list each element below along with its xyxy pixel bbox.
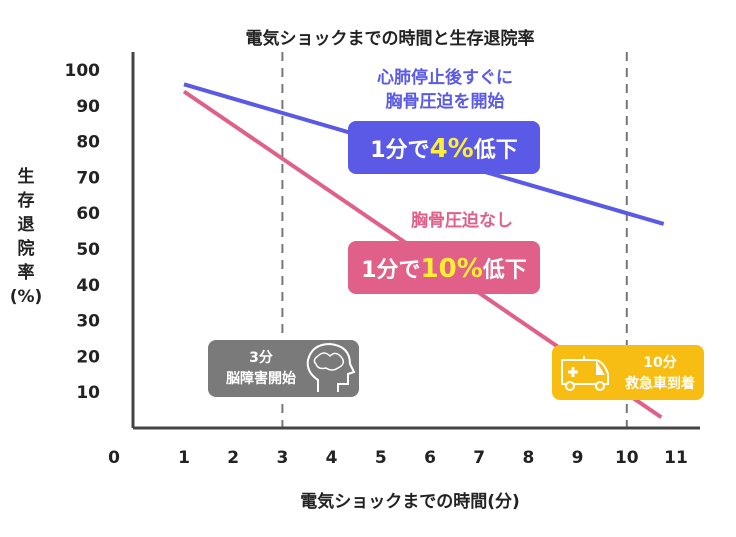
y-tick-label: 70 [76,168,100,188]
x-tick-label: 10 [615,448,639,468]
x-tick-label: 7 [473,448,485,468]
x-tick-label: 5 [375,448,387,468]
y-tick-label: 80 [76,133,100,153]
blue-rate-text: 1分で4%低下 [370,134,517,164]
x-tick-label: 8 [522,448,534,468]
brain-box-line1: 3分 [249,350,273,366]
blue-caption-line2: 胸骨圧迫を開始 [386,91,505,112]
y-tick-label: 20 [76,347,100,367]
y-tick-label: 40 [76,276,100,296]
y-tick-label: 100 [65,61,101,81]
x-tick-label: 9 [572,448,584,468]
y-axis-label-char: 院 [18,238,35,259]
brain-icon [306,342,356,392]
y-tick-label: 10 [76,383,100,403]
x-tick-label: 11 [664,448,688,468]
x-tick-label: 3 [276,448,288,468]
ambulance-icon [561,356,609,391]
pink-caption: 胸骨圧迫なし [411,210,513,231]
x-tick-label: 6 [424,448,436,468]
chart-title: 電気ショックまでの時間と生存退院率 [246,28,535,49]
y-axis-label-char: 生 [18,166,35,187]
pink-rate-box [348,241,540,294]
y-axis-label-char: (%) [10,287,43,307]
brain-box-line2: 脳障害開始 [226,370,296,387]
x-tick-label: 2 [227,448,239,468]
ambulance-arrival-box [552,345,704,400]
y-axis-label-char: 率 [18,262,35,283]
y-axis-label-char: 退 [18,215,35,235]
y-tick-label: 30 [76,312,100,332]
y-tick-label: 90 [76,97,100,117]
ambulance-box-line1: 10分 [643,355,676,371]
ambulance-box-line2: 救急車到着 [625,375,695,392]
y-tick-label: 50 [76,240,100,260]
blue-rate-box [348,121,540,174]
x-tick-label: 4 [326,448,338,468]
y-axis-label-char: 存 [18,190,35,211]
x-tick-label: 0 [108,448,120,468]
y-tick-label: 60 [76,204,100,224]
pink-rate-text: 1分で10%低下 [361,254,527,284]
x-tick-label: 1 [178,448,190,468]
blue-caption-line1: 心肺停止後すぐに [377,67,513,88]
x-axis-label: 電気ショックまでの時間(分) [300,491,520,512]
